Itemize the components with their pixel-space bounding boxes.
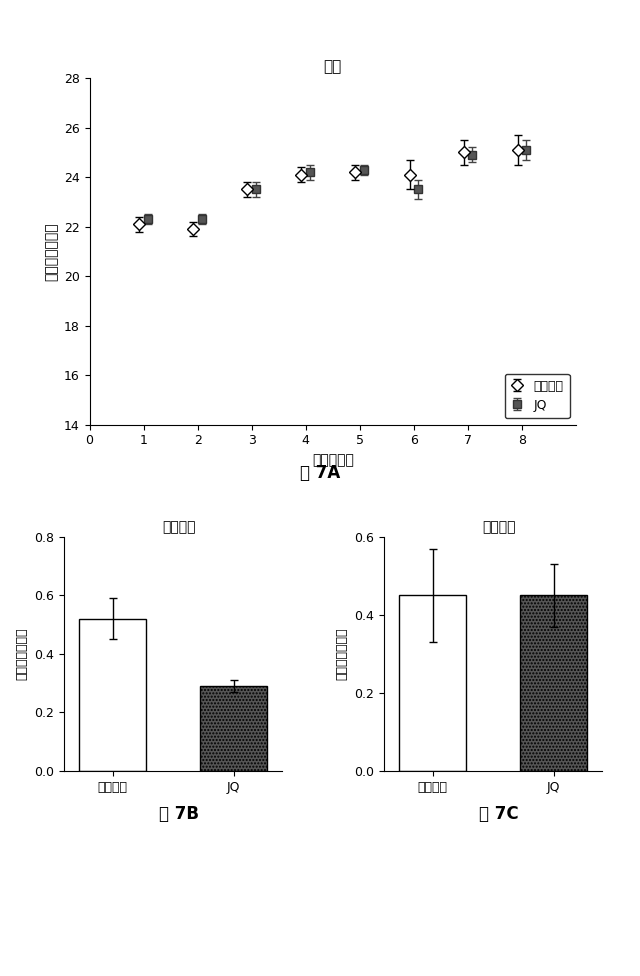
Title: 内臓脂肪: 内臓脂肪 bbox=[163, 520, 196, 534]
Bar bbox=[520, 595, 587, 771]
Title: 皮下脂肪: 皮下脂肪 bbox=[483, 520, 516, 534]
Text: 図 7A: 図 7A bbox=[300, 464, 340, 481]
Text: 図 7C: 図 7C bbox=[479, 805, 519, 823]
Y-axis label: 体重（グラム）: 体重（グラム） bbox=[336, 628, 349, 680]
Bar bbox=[399, 595, 466, 771]
Bar bbox=[200, 686, 267, 771]
Text: 図 7B: 図 7B bbox=[159, 805, 199, 823]
Legend: ビヒクル, JQ: ビヒクル, JQ bbox=[505, 374, 570, 419]
X-axis label: 時間（週）: 時間（週） bbox=[312, 453, 354, 467]
Title: 体重: 体重 bbox=[324, 60, 342, 74]
Y-axis label: 体重（グラム）: 体重（グラム） bbox=[16, 628, 29, 680]
Y-axis label: 体重（グラム）: 体重（グラム） bbox=[44, 222, 58, 281]
Bar bbox=[79, 619, 146, 771]
